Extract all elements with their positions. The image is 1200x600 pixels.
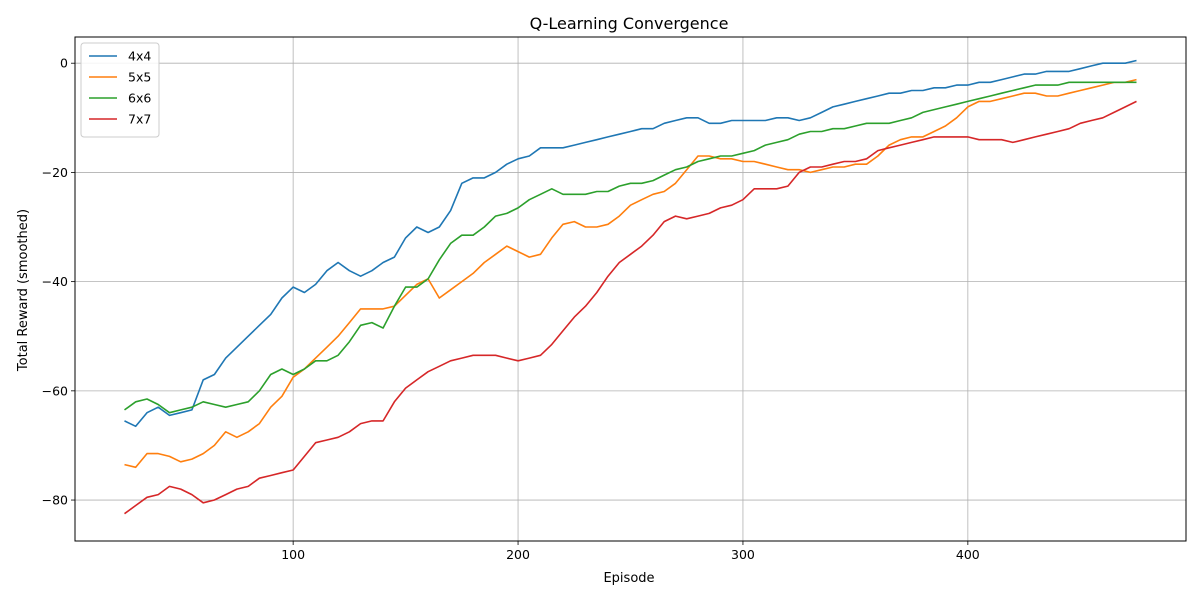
legend-box [80, 42, 160, 138]
legend-label-6x6: 6x6 [128, 91, 151, 106]
legend: 4x4 5x5 6x6 7x7 [80, 42, 160, 138]
x-tick-label: 100 [281, 547, 305, 562]
x-tick-label: 300 [731, 547, 755, 562]
series-line-7x7 [124, 100, 1137, 515]
axis-ticks: 100 200 300 400 0 −20 −40 −60 −80 [42, 56, 980, 562]
y-axis-label: Total Reward (smoothed) [16, 209, 31, 372]
y-tick-label: 0 [60, 56, 68, 71]
x-tick-label: 200 [506, 547, 530, 562]
x-tick-label: 400 [956, 547, 980, 562]
y-tick-label: −20 [42, 165, 68, 180]
y-tick-label: −40 [42, 274, 68, 289]
x-axis-label: Episode [603, 571, 654, 586]
legend-label-7x7: 7x7 [128, 112, 151, 127]
y-tick-label: −60 [42, 383, 68, 398]
series-line-5x5 [124, 78, 1137, 469]
legend-label-4x4: 4x4 [128, 49, 151, 64]
series-line-4x4 [124, 59, 1137, 428]
y-tick-label: −80 [42, 493, 68, 508]
plot-frame [74, 36, 1187, 542]
legend-label-5x5: 5x5 [128, 70, 151, 85]
series-lines [124, 59, 1137, 515]
series-line-6x6 [124, 81, 1137, 414]
grid [75, 37, 1186, 541]
chart-title: Q-Learning Convergence [530, 14, 729, 33]
